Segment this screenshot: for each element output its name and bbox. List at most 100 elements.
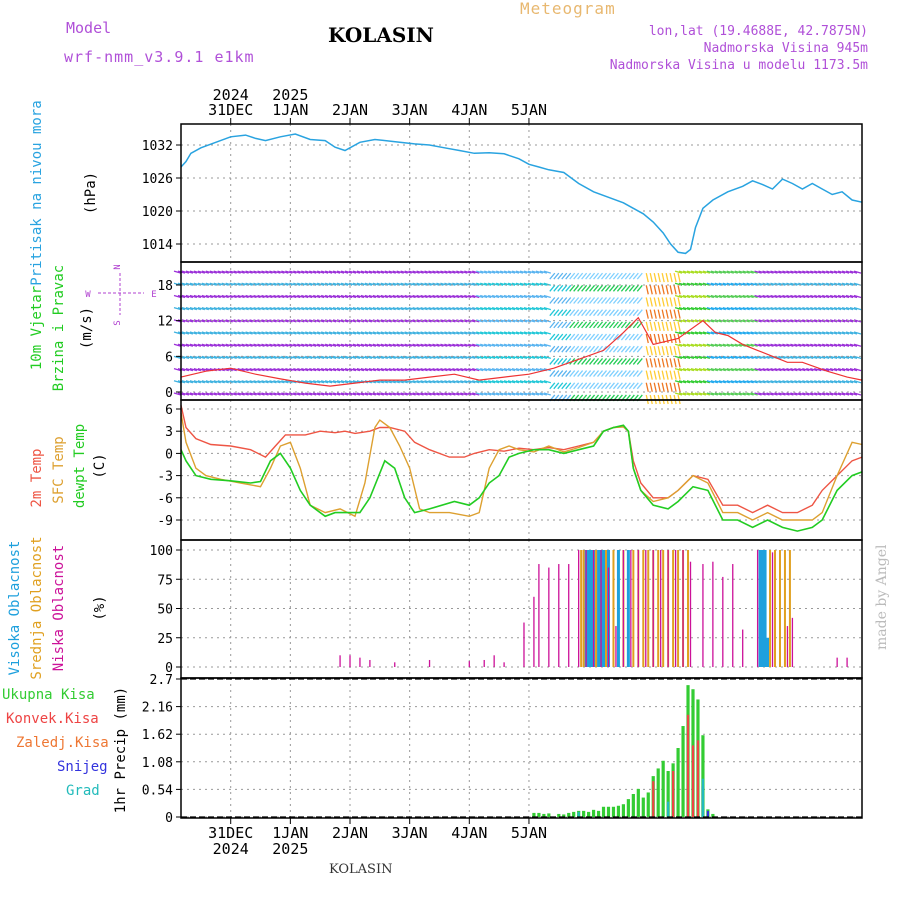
wind-barb (245, 294, 253, 299)
wind-barb (581, 370, 588, 378)
wind-barb (806, 380, 814, 384)
wind-barb (408, 380, 416, 384)
wind-barb (480, 343, 488, 347)
wind-barb (221, 282, 229, 286)
wind-barb (794, 367, 802, 372)
wind-barb (189, 380, 198, 384)
wind-barb (507, 282, 516, 286)
wind-barb (491, 331, 500, 335)
panel-frame-precip (180, 677, 863, 819)
wind-barb (452, 392, 460, 396)
wind-barb (340, 331, 349, 335)
wind-barb (265, 380, 273, 384)
wind-barb (577, 357, 584, 365)
wind-barb (632, 272, 639, 280)
wind-barb (499, 380, 508, 384)
wind-barb (726, 307, 734, 311)
wind-barb (297, 282, 305, 286)
wind-barb (495, 343, 504, 347)
wind-barb (400, 392, 408, 396)
y-tick-label: 50 (157, 603, 173, 618)
y-tick-label: 0 (165, 661, 173, 676)
wind-barb (802, 282, 810, 286)
wind-barb (261, 355, 269, 360)
wind-barb (293, 355, 301, 360)
wind-barb (589, 333, 596, 341)
wind-barb (181, 367, 190, 372)
wind-barb (553, 345, 560, 353)
wind-barb (535, 392, 544, 396)
wind-barb (790, 380, 798, 384)
wind-barb (364, 307, 373, 311)
wind-barb (649, 272, 653, 283)
wind-barb (845, 343, 854, 347)
wind-barb (853, 294, 862, 299)
wind-barb (253, 270, 261, 274)
wind-barb (810, 367, 818, 372)
wind-barb (205, 270, 213, 274)
wind-barb (694, 294, 703, 299)
wind-barb (420, 307, 428, 311)
wind-barb (653, 370, 657, 380)
wind-barb (372, 282, 381, 286)
wind-barb (750, 380, 758, 384)
wind-barb (336, 331, 345, 335)
wind-barb (730, 294, 738, 299)
wind-barb (392, 343, 400, 347)
wind-barb (285, 294, 293, 299)
wind-barb (185, 367, 194, 372)
wind-barb (225, 392, 233, 396)
wind-barb (320, 319, 329, 323)
wind-barb (825, 331, 834, 335)
y-tick-label: 2.7 (150, 673, 173, 688)
wind-barb (678, 307, 687, 311)
wind-barb (543, 270, 552, 274)
wind-barb (503, 282, 512, 286)
wind-barb (380, 319, 388, 323)
wind-barb (786, 343, 794, 347)
wind-barb (197, 307, 206, 311)
wind-barb (710, 392, 719, 396)
wind-speed-line (180, 316, 863, 387)
wind-barb (770, 380, 778, 384)
wind-barb (309, 355, 317, 360)
wind-barb (495, 355, 504, 360)
wind-barb (511, 380, 520, 384)
wind-title-1: 10m Vjetar (29, 286, 45, 370)
wind-barb (404, 307, 412, 311)
wind-barb (364, 367, 373, 372)
wind-barb (392, 392, 400, 396)
wind-barb (348, 307, 357, 311)
wind-barb (657, 358, 661, 368)
wind-barb (416, 307, 424, 311)
wind-barb (277, 270, 285, 274)
top-day-label: 1JAN (272, 101, 308, 119)
wind-barb (464, 380, 472, 384)
wind-barb (604, 345, 611, 353)
wind-barb (205, 392, 213, 396)
wind-barb (253, 380, 261, 384)
precip-total-bar (656, 768, 660, 817)
wind-barb (734, 367, 742, 372)
wind-barb (448, 282, 456, 286)
wind-barb (229, 392, 237, 396)
wind-barb (585, 297, 592, 304)
wind-barb (806, 319, 814, 323)
wind-barb (778, 294, 786, 299)
wind-barb (257, 355, 265, 360)
cloud-low-bar (493, 655, 495, 667)
wind-barb (845, 307, 854, 311)
y-tick-label: 75 (157, 573, 173, 588)
wind-barb (825, 294, 834, 299)
wind-barb (432, 270, 440, 274)
wind-barb (706, 331, 715, 335)
wind-barb (535, 343, 544, 347)
wind-barb (499, 367, 508, 372)
wind-barb (332, 294, 341, 299)
wind-barb (440, 331, 448, 335)
wind-barb (483, 294, 492, 299)
wind-barb (436, 343, 444, 347)
wind-barb (581, 272, 588, 280)
wind-barb (535, 307, 544, 311)
wind-barb (604, 370, 611, 378)
